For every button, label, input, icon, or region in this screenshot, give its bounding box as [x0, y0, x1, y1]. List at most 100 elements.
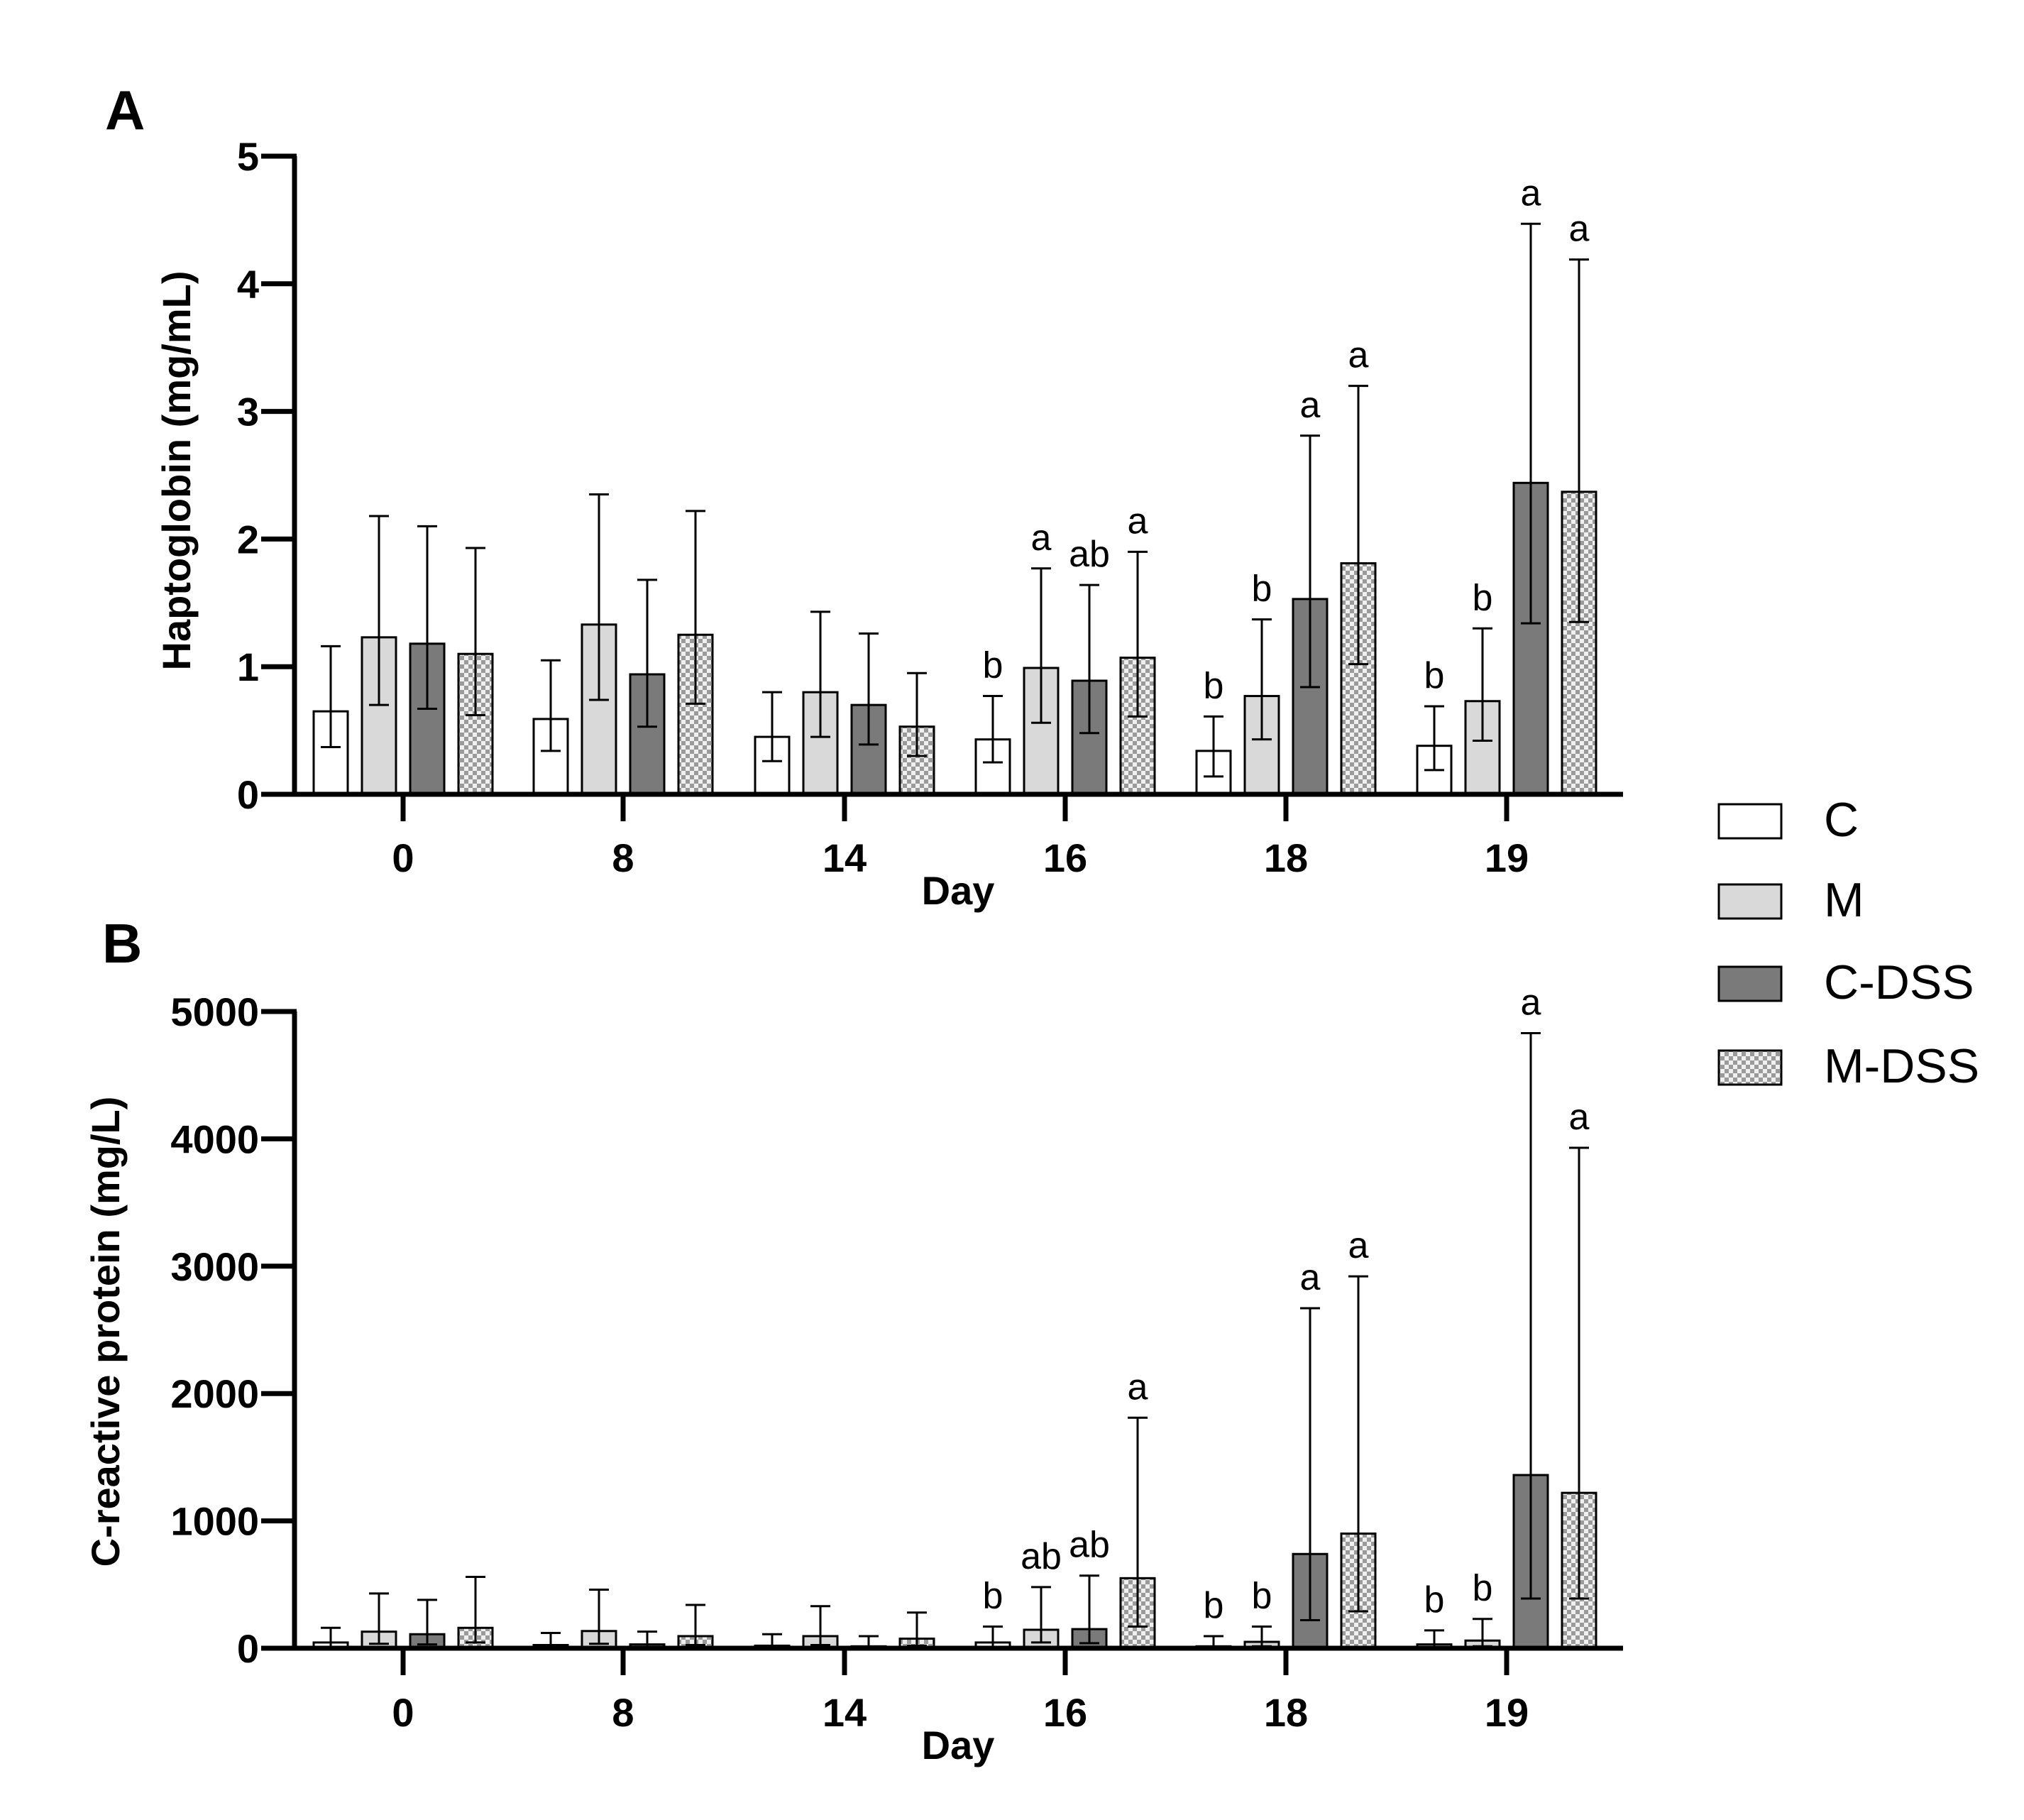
error-bar-m-day-19: [1473, 627, 1492, 742]
significance-letter: b: [1424, 655, 1445, 696]
legend-swatch-m-dss: [1717, 1049, 1783, 1086]
x-tick-label: 8: [612, 835, 634, 880]
y-tick-label: 0: [237, 772, 259, 817]
significance-letter: ab: [1069, 534, 1110, 575]
error-bar-m-day-0: [369, 515, 389, 706]
y-ticks-b: 0 1000 2000 3000 4000 5000: [170, 990, 297, 1671]
legend: CM C-DSS M-DSS: [1717, 793, 1979, 1093]
legend-label-m-dss: M-DSS: [1824, 1039, 1979, 1093]
error-bar-c-dss-day-19: [1521, 222, 1541, 625]
error-bar-m-day-16: [1031, 567, 1051, 724]
significance-letter: b: [1204, 665, 1224, 706]
legend-label-c-dss: C-DSS: [1824, 955, 1974, 1009]
y-ticks-a: 0 1 2 3 4 5: [237, 134, 297, 817]
error-bar-c-dss-day-8: [637, 579, 657, 728]
error-bar-c-dss-day-16: [1079, 583, 1099, 735]
legend-swatch-c: [1717, 803, 1783, 840]
y-tick-label: 4000: [170, 1117, 259, 1161]
error-bar-c-day-16: [983, 695, 1003, 764]
x-tick-label: 16: [1043, 1690, 1087, 1735]
significance-letter: a: [1348, 1225, 1369, 1266]
significance-letter: b: [1473, 1568, 1493, 1609]
y-tick-label: 1: [237, 645, 259, 689]
significance-letter: a: [1031, 517, 1052, 559]
error-bar-c-dss-day-14: [859, 632, 879, 746]
y-tick-label: 2000: [170, 1371, 259, 1416]
x-tick-label: 0: [392, 1690, 414, 1735]
significance-letter: b: [1473, 577, 1493, 618]
panel-letter-b: B: [102, 912, 142, 975]
error-bar-m-day-14: [810, 610, 830, 738]
significance-letter: b: [983, 1576, 1003, 1617]
legend-label-c: C: [1824, 793, 1859, 847]
error-bar-c-day-8: [541, 659, 561, 752]
error-bar-m-day-14: [810, 1605, 830, 1647]
error-bar-c-day-19: [1424, 705, 1444, 772]
y-tick-label: 5000: [170, 990, 259, 1034]
y-axis-title-a: Haptoglobin (mg/mL): [154, 270, 199, 670]
y-axis-title-b: C-reactive protein (mg/L): [83, 1097, 128, 1567]
error-bar-m-dss-day-18: [1348, 385, 1368, 666]
error-bars-a: [321, 222, 1589, 778]
significance-letter: a: [1300, 385, 1321, 426]
error-bar-m-dss-day-16: [1128, 550, 1148, 718]
error-bar-m-day-8: [589, 1588, 609, 1645]
y-tick-label: 3000: [170, 1244, 259, 1289]
error-bar-m-day-0: [369, 1592, 389, 1645]
x-ticks-a: 0 8 14 16 18 19: [392, 794, 1529, 880]
error-bar-m-dss-day-18: [1348, 1275, 1368, 1613]
error-bar-m-dss-day-14: [907, 671, 927, 757]
y-tick-label: 2: [237, 517, 259, 561]
significance-letter: a: [1569, 209, 1590, 250]
significance-letter: a: [1521, 172, 1541, 214]
error-bar-m-dss-day-19: [1569, 258, 1589, 623]
error-bar-c-day-18: [1204, 715, 1223, 778]
x-tick-label: 14: [823, 1690, 867, 1735]
x-axis-title-b: Day: [922, 1723, 995, 1767]
error-bar-c-dss-day-0: [417, 1599, 437, 1646]
x-tick-label: 8: [612, 1690, 634, 1735]
significance-letter: b: [1424, 1579, 1445, 1621]
x-tick-label: 18: [1264, 835, 1308, 880]
error-bar-m-dss-day-0: [466, 1576, 485, 1644]
y-tick-label: 5: [237, 134, 259, 179]
x-tick-label: 16: [1043, 835, 1087, 880]
x-tick-label: 0: [392, 835, 414, 880]
bars-b: [312, 1474, 1597, 1650]
y-tick-label: 0: [237, 1626, 259, 1671]
bars-a: [312, 481, 1597, 796]
significance-letter: b: [983, 645, 1003, 686]
x-tick-label: 18: [1264, 1690, 1308, 1735]
significance-letter: a: [1521, 982, 1541, 1023]
error-bar-m-dss-day-14: [907, 1611, 927, 1647]
significance-letter: ab: [1069, 1525, 1110, 1566]
bar-m-dss-day-14: [898, 725, 935, 796]
error-bar-m-dss-day-19: [1569, 1146, 1589, 1600]
significance-letter: a: [1300, 1257, 1321, 1298]
significance-letter: a: [1348, 335, 1369, 376]
error-bar-m-dss-day-0: [466, 547, 485, 717]
significance-letter: a: [1128, 1366, 1148, 1408]
error-bar-m-dss-day-16: [1128, 1416, 1148, 1628]
y-tick-label: 3: [237, 390, 259, 434]
significance-letter: ab: [1021, 1536, 1062, 1577]
error-bar-c-dss-day-18: [1300, 434, 1320, 689]
error-bar-c-day-14: [762, 691, 782, 762]
error-bar-m-day-16: [1031, 1586, 1051, 1644]
significance-letter: b: [1252, 569, 1272, 610]
error-bar-c-day-0: [321, 645, 341, 748]
y-tick-label: 4: [237, 262, 259, 307]
error-bar-c-dss-day-19: [1521, 1031, 1541, 1600]
legend-label-m: M: [1824, 873, 1864, 927]
error-bar-c-dss-day-16: [1079, 1574, 1099, 1645]
error-bar-c-dss-day-0: [417, 525, 437, 711]
legend-swatch-c-dss: [1717, 965, 1783, 1002]
y-tick-label: 1000: [170, 1499, 259, 1544]
significance-letter: b: [1204, 1585, 1224, 1626]
x-tick-label: 19: [1485, 835, 1529, 880]
error-bar-m-dss-day-8: [686, 510, 705, 705]
error-bar-c-dss-day-18: [1300, 1307, 1320, 1622]
